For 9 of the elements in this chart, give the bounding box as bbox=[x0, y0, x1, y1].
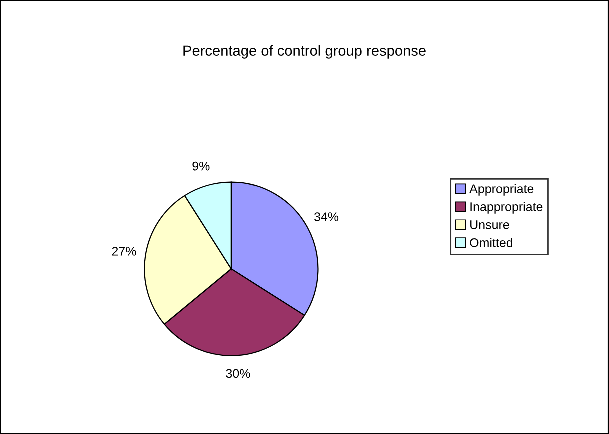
data-label: 27% bbox=[112, 247, 136, 256]
data-label: 9% bbox=[192, 162, 210, 171]
data-label: 30% bbox=[226, 369, 250, 378]
legend-label: Omitted bbox=[470, 238, 513, 248]
legend-label: Appropriate bbox=[470, 184, 534, 196]
chart-title: Percentage of control group response bbox=[184, 45, 426, 59]
legend-label: Inappropriate bbox=[470, 202, 543, 214]
legend-label: Unsure bbox=[470, 220, 510, 230]
data-label: 34% bbox=[314, 212, 339, 222]
